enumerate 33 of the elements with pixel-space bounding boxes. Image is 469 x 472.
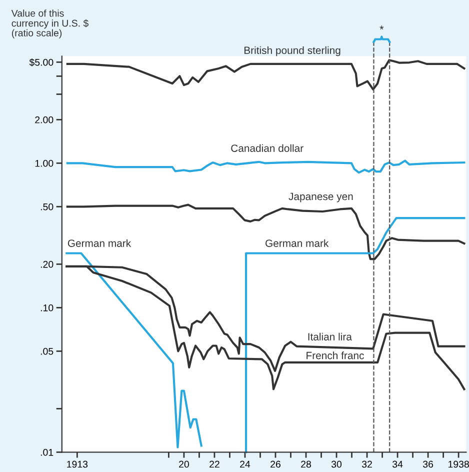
y-tick-label: .01 — [40, 448, 54, 456]
y-axis-title: Value of this currency in U.S. $ (ratio scale) — [11, 10, 88, 38]
x-tick-label: 26 — [270, 460, 280, 468]
y-tick-label: .05 — [40, 348, 54, 355]
y-tick-label: 2.00 — [35, 116, 54, 124]
x-tick-label: 34 — [392, 460, 403, 468]
series-label: German mark — [68, 239, 132, 247]
x-tick-label: 30 — [331, 460, 342, 468]
series-label: Japanese yen — [288, 192, 353, 202]
y-tick-label: .50 — [40, 203, 54, 210]
line-series — [66, 252, 202, 448]
series-label: British pound sterling — [244, 46, 340, 56]
x-tick-label: 1938 — [448, 460, 469, 468]
series-label: Canadian dollar — [231, 144, 304, 152]
series-label: French franc — [306, 352, 364, 360]
y-tick-label: 1.00 — [35, 160, 54, 167]
y-tick-label: .10 — [40, 304, 54, 312]
line-series — [245, 217, 466, 454]
x-tick-label: 22 — [210, 460, 220, 468]
series-label: Italian lira — [308, 332, 352, 340]
x-tick-label: 1913 — [67, 460, 88, 468]
series-label: German mark — [266, 239, 329, 247]
text: * — [380, 26, 384, 30]
x-tick-label: 24 — [240, 460, 250, 468]
x-tick-label: 36 — [423, 460, 434, 468]
x-tick-label: 20 — [179, 460, 189, 468]
x-tick-label: 32 — [362, 460, 372, 468]
x-tick-label: 28 — [301, 460, 311, 468]
line-series — [66, 204, 466, 260]
line-series — [66, 59, 466, 90]
line-series — [66, 160, 466, 174]
y-tick-label: .20 — [40, 260, 54, 268]
y-tick-label: $5.00 — [29, 58, 54, 66]
